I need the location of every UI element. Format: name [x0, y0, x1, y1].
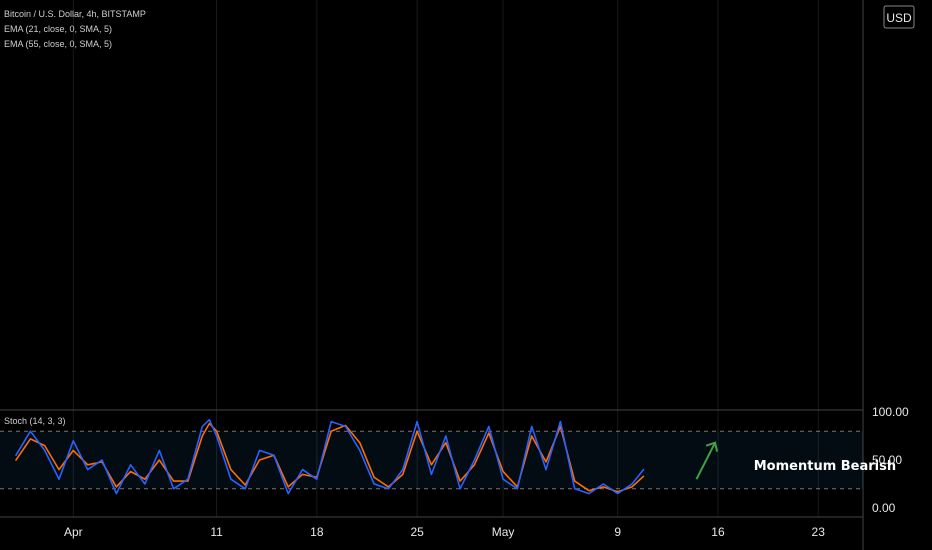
projection-arrows — [695, 441, 719, 480]
time-tick-label[interactable]: 16 — [711, 525, 725, 539]
time-tick-label[interactable]: 23 — [812, 525, 826, 539]
currency-label: USD — [886, 11, 912, 25]
stoch-k-line — [15, 418, 645, 495]
stoch-tick-label[interactable]: 0.00 — [872, 501, 896, 515]
time-tick-label[interactable]: 18 — [310, 525, 324, 539]
annotations: Bounce off21-EMA ResistanceSUPPORT ZONEM… — [754, 459, 896, 474]
annotation-text: Momentum Bearish — [754, 459, 896, 474]
legend-ema55: EMA (55, close, 0, SMA, 5) — [4, 39, 113, 49]
momentum-arrow-head — [705, 441, 719, 452]
legend-stoch: Stoch (14, 3, 3) — [4, 416, 66, 426]
momentum-arrow-line — [695, 442, 716, 480]
time-axis-ticks[interactable]: Apr 11 18 25 May 9 16 23 — [64, 525, 825, 539]
currency-badge[interactable]: USD — [883, 5, 915, 29]
stoch-axis-ticks[interactable]: 0.00 50.00 100.00 — [872, 405, 909, 515]
time-tick-label[interactable]: 9 — [614, 525, 621, 539]
stoch-lines — [15, 418, 645, 495]
stoch-tick-label[interactable]: 50.00 — [872, 453, 902, 467]
legend-symbol: Bitcoin / U.S. Dollar, 4h, BITSTAMP — [4, 9, 146, 19]
stoch-band-fill — [0, 431, 863, 489]
time-tick-label[interactable]: Apr — [64, 525, 83, 539]
price-gridlines — [72, 0, 819, 517]
legend-ema21: EMA (21, close, 0, SMA, 5) — [4, 24, 113, 34]
stoch-bands — [0, 430, 863, 490]
time-tick-label[interactable]: May — [492, 525, 515, 539]
stoch-tick-label[interactable]: 100.00 — [872, 405, 909, 419]
time-tick-label[interactable]: 25 — [410, 525, 424, 539]
time-tick-label[interactable]: 11 — [210, 525, 223, 539]
